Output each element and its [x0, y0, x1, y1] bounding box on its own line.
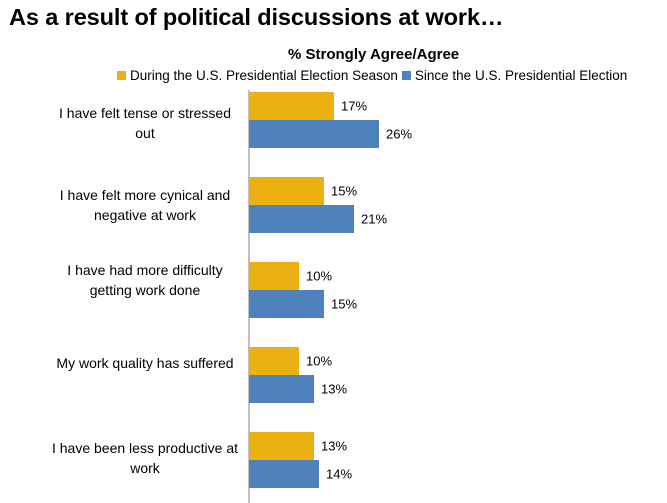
bar-series-2: [249, 375, 314, 403]
bar-series-1: [249, 262, 299, 290]
bar-series-1: [249, 92, 334, 120]
data-label-series-2: 15%: [331, 297, 357, 312]
data-label-series-1: 17%: [341, 99, 367, 114]
category-label: I have had more difficulty getting work …: [67, 262, 223, 298]
chart-legend: During the U.S. Presidential Election Se…: [117, 68, 631, 83]
data-label-series-2: 26%: [386, 127, 412, 142]
bar-series-2: [249, 205, 354, 233]
data-label-series-2: 14%: [326, 467, 352, 482]
category-label: I have felt tense or stressed out: [59, 105, 231, 141]
bar-series-1: [249, 177, 324, 205]
data-label-series-1: 13%: [321, 439, 347, 454]
data-label-series-1: 10%: [306, 354, 332, 369]
bar-series-2: [249, 460, 319, 488]
bar-series-2: [249, 290, 324, 318]
bar-series-1: [249, 432, 314, 460]
data-label-series-2: 13%: [321, 382, 347, 397]
bar-series-2: [249, 120, 379, 148]
legend-item-series-1: During the U.S. Presidential Election Se…: [117, 68, 398, 83]
legend-swatch-series-1: [117, 71, 126, 80]
data-label-series-2: 21%: [361, 212, 387, 227]
category-label: My work quality has suffered: [56, 355, 234, 371]
legend-swatch-series-2: [401, 71, 411, 80]
category-label: I have been less productive at work: [51, 440, 238, 476]
page-title: As a result of political discussions at …: [9, 4, 504, 30]
data-label-series-1: 10%: [306, 269, 332, 284]
data-label-series-1: 15%: [331, 184, 357, 199]
chart-title: % Strongly Agree/Agree: [288, 46, 460, 63]
category-label: I have felt more cynical and negative at…: [59, 187, 231, 223]
legend-item-series-2: Since the U.S. Presidential Election: [401, 68, 628, 83]
legend-label-series-1: During the U.S. Presidential Election Se…: [130, 68, 398, 83]
legend-label-series-2: Since the U.S. Presidential Election: [414, 68, 628, 83]
bar-series-1: [249, 347, 299, 375]
